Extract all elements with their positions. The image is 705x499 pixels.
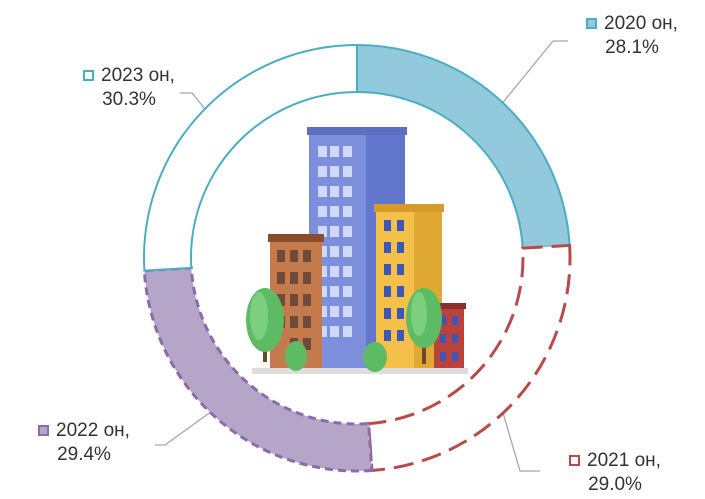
donut-slices: [142, 43, 572, 473]
data-label-2023-он: 2023 он, 30.3%: [44, 64, 214, 112]
label-value: 29.0%: [588, 474, 642, 495]
label-category: 2021 он,: [587, 450, 661, 471]
legend-marker-2020-он: [586, 18, 598, 29]
data-label-2020-он: 2020 он, 28.1%: [572, 12, 692, 60]
label-value: 28.1%: [605, 37, 659, 58]
legend-marker-2021-он: [569, 455, 581, 466]
data-label-2022-он: 2022 он, 29.4%: [4, 419, 164, 467]
building-icon: [246, 127, 468, 374]
legend-marker-2022-он: [38, 425, 50, 436]
donut-slice-2023-он: [143, 43, 358, 272]
label-value: 30.3%: [102, 89, 156, 110]
label-value: 29.4%: [57, 444, 111, 465]
legend-marker-2023-он: [83, 70, 95, 81]
donut-slice-2022-он: [142, 266, 374, 473]
label-category: 2022 он,: [56, 420, 130, 441]
data-label-2021-он: 2021 он, 29.0%: [545, 449, 685, 497]
label-category: 2020 он,: [604, 13, 678, 34]
leader-line-2022-он: [155, 397, 231, 446]
leader-line-2020-он: [486, 40, 568, 123]
label-category: 2023 он,: [101, 65, 175, 86]
